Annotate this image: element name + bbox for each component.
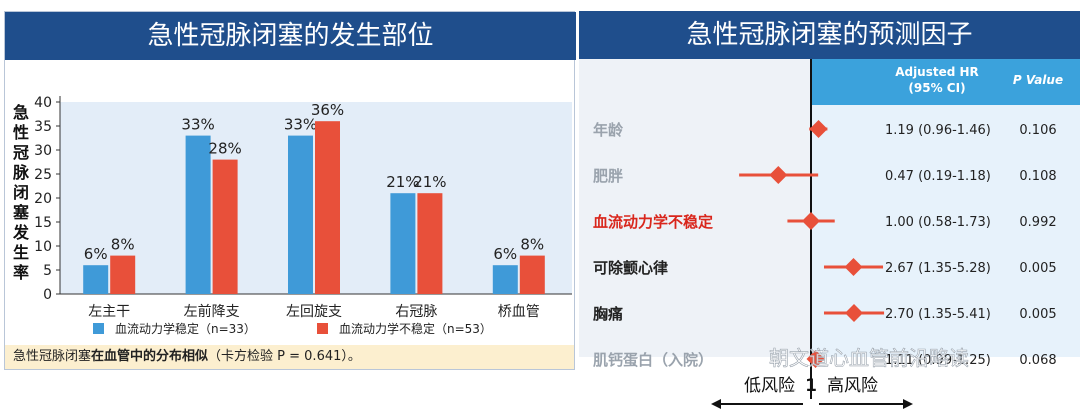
data-label: 33% xyxy=(284,116,317,134)
hr-value: 2.70 (1.35-5.41) xyxy=(885,307,991,322)
footnote-suffix: （卡方检验 P = 0.641）。 xyxy=(208,349,361,364)
y-axis-label-char: 率 xyxy=(13,263,29,282)
low-risk-arrowhead xyxy=(711,399,721,409)
data-label: 8% xyxy=(520,236,544,254)
y-tick-label: 10 xyxy=(34,239,52,255)
data-label: 33% xyxy=(181,116,214,134)
legend-label: 血流动力学稳定（n=33） xyxy=(115,321,256,336)
data-label: 8% xyxy=(111,236,135,254)
y-axis-label-char: 性 xyxy=(13,123,29,142)
y-axis-label-char: 冠 xyxy=(13,143,29,162)
bar xyxy=(110,255,136,294)
bar xyxy=(315,121,340,294)
p-value: 0.005 xyxy=(1019,261,1056,276)
y-axis-label-char: 生 xyxy=(13,243,29,262)
p-value: 0.005 xyxy=(1019,307,1056,322)
y-tick-label: 15 xyxy=(34,215,52,231)
data-label: 6% xyxy=(493,245,517,263)
y-tick-label: 0 xyxy=(43,287,52,303)
bar xyxy=(492,265,518,294)
bar xyxy=(83,265,109,294)
p-value: 0.106 xyxy=(1019,123,1056,138)
legend-swatch xyxy=(317,323,328,334)
label-region xyxy=(579,59,811,357)
hr-marker xyxy=(806,350,825,368)
hr-marker xyxy=(769,166,788,184)
p-value: 0.068 xyxy=(1019,353,1056,368)
data-label: 21% xyxy=(386,173,419,191)
bar xyxy=(185,135,211,294)
hr-marker xyxy=(844,304,863,322)
data-label: 36% xyxy=(311,101,344,119)
footnote-prefix: 急性冠脉闭塞 xyxy=(13,349,92,364)
y-axis-label-char: 脉 xyxy=(12,163,30,182)
column-header-hr: Adjusted HR xyxy=(895,65,979,79)
left-chart-panel: 急性冠脉闭塞的发生部位 急性冠脉闭塞发生率 0 5 10 15 20 25 30 35 40 6% 8… xyxy=(4,11,576,370)
bar-chart: 急性冠脉闭塞发生率05101520253035406%8%左主干33%28%左前… xyxy=(12,95,572,336)
right-chart-title: 急性冠脉闭塞的预测因子 xyxy=(579,11,1080,59)
right-chart-panel: 急性冠脉闭塞的预测因子 Adjusted HR (95% CI) P Value 年龄… xyxy=(579,11,1080,413)
y-tick-label: 35 xyxy=(34,119,52,135)
data-label: 21% xyxy=(413,173,446,191)
footnote: 急性冠脉闭塞在血管中的分布相似（卡方检验 P = 0.641）。 xyxy=(5,345,574,369)
high-risk-arrowhead xyxy=(903,399,913,409)
bar xyxy=(288,135,313,294)
legend-label: 血流动力学不稳定（n=53） xyxy=(339,321,492,336)
legend-swatch xyxy=(93,323,104,334)
p-value: 0.992 xyxy=(1019,215,1056,230)
hr-marker xyxy=(844,258,863,276)
low-risk-label: 低风险 xyxy=(744,376,795,396)
y-tick-label: 25 xyxy=(34,167,52,183)
y-axis-label-char: 塞 xyxy=(13,203,30,222)
bar xyxy=(390,193,416,294)
forest-plot: Adjusted HR (95% CI) P Value 年龄 1.19 (0.96-1… xyxy=(579,59,1080,409)
footnote-bold: 在血管中的分布相似 xyxy=(91,349,209,364)
bar xyxy=(212,159,238,294)
x-tick-label: 右冠脉 xyxy=(395,304,437,320)
y-tick-label: 30 xyxy=(34,143,52,159)
y-tick-label: 40 xyxy=(34,95,52,111)
y-tick-label: 5 xyxy=(43,263,52,279)
hr-value: 0.47 (0.19-1.18) xyxy=(885,169,991,184)
row-label: 可除颤心律 xyxy=(593,259,668,277)
bar xyxy=(519,255,545,294)
hr-marker xyxy=(802,212,820,230)
data-label: 6% xyxy=(84,245,108,263)
row-label: 年龄 xyxy=(593,121,624,139)
reference-value-label: 1 xyxy=(805,376,817,396)
column-header-p: P Value xyxy=(1013,73,1063,87)
x-tick-label: 桥血管 xyxy=(498,304,540,320)
high-risk-label: 高风险 xyxy=(827,376,878,396)
row-label: 胸痛 xyxy=(593,305,623,323)
hr-marker xyxy=(809,120,828,138)
hr-value: 1.00 (0.58-1.73) xyxy=(885,215,991,230)
left-chart-title: 急性冠脉闭塞的发生部位 xyxy=(5,12,576,60)
hr-value: 1.19 (0.96-1.46) xyxy=(885,123,991,138)
x-tick-label: 左回旋支 xyxy=(286,304,342,320)
data-label: 28% xyxy=(208,140,241,158)
row-label: 肥胖 xyxy=(593,167,623,185)
y-axis-label-char: 发 xyxy=(12,223,30,242)
y-tick-label: 20 xyxy=(34,191,52,207)
x-tick-label: 左主干 xyxy=(88,304,130,320)
row-label: 肌钙蛋白（入院） xyxy=(593,351,713,369)
row-label: 血流动力学不稳定 xyxy=(593,213,713,231)
watermark: 朝文道心血管前沿略读 xyxy=(769,346,969,370)
column-header-bar xyxy=(811,59,1080,105)
hr-value: 1.11 (0.99-1.25) xyxy=(885,353,991,368)
y-axis-label-char: 急 xyxy=(13,103,29,122)
x-tick-label: 左前降支 xyxy=(184,303,240,320)
column-header-ci: (95% CI) xyxy=(908,81,965,95)
hr-value: 2.67 (1.35-5.28) xyxy=(885,261,991,276)
bar xyxy=(417,193,443,294)
y-axis-label-char: 闭 xyxy=(13,183,29,202)
p-value: 0.108 xyxy=(1019,169,1056,184)
